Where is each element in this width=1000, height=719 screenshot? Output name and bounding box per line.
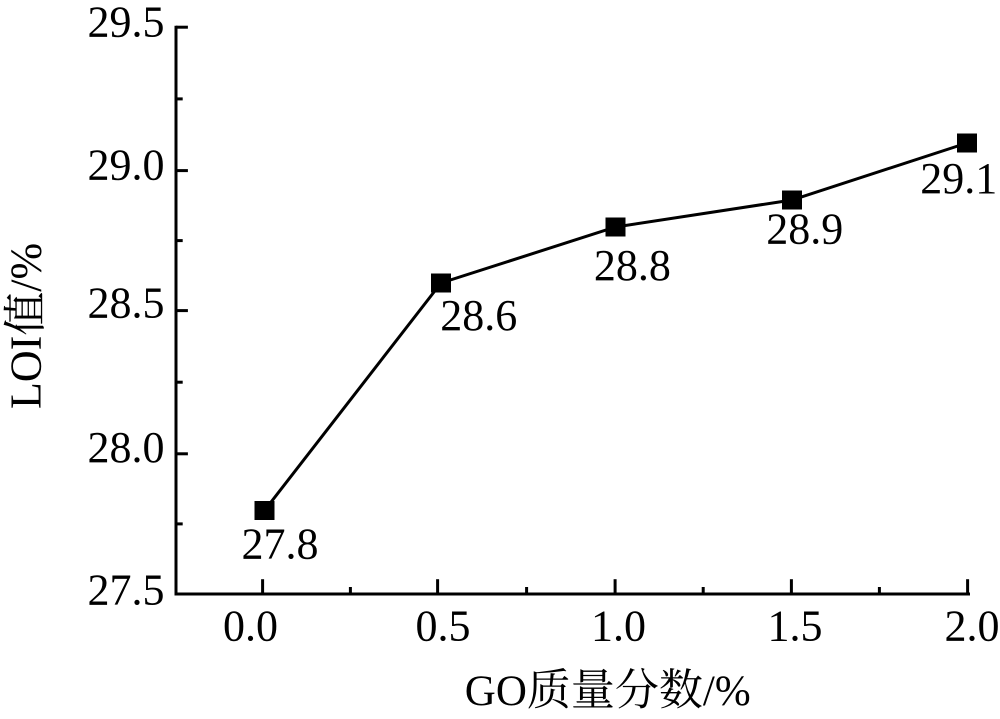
svg-text:/%: /% (703, 668, 751, 715)
svg-text:29.0: 29.0 (88, 140, 165, 189)
svg-text:0.5: 0.5 (416, 602, 471, 651)
svg-text:LOI: LOI (2, 336, 51, 409)
svg-text:/%: /% (2, 243, 51, 292)
svg-text:2.0: 2.0 (945, 602, 1000, 651)
svg-text:27.5: 27.5 (88, 565, 165, 614)
svg-text:GO: GO (465, 668, 527, 715)
svg-text:1.5: 1.5 (768, 602, 823, 651)
svg-text:1.0: 1.0 (591, 602, 646, 651)
svg-text:29.1: 29.1 (920, 154, 997, 203)
svg-text:29.5: 29.5 (88, 0, 165, 46)
svg-text:28.8: 28.8 (594, 241, 671, 290)
svg-text:28.0: 28.0 (88, 423, 165, 472)
svg-text:28.5: 28.5 (88, 279, 165, 328)
svg-text:28.6: 28.6 (440, 291, 517, 340)
svg-text:28.9: 28.9 (766, 204, 843, 253)
svg-text:27.8: 27.8 (242, 520, 319, 569)
svg-text:0.0: 0.0 (223, 602, 278, 651)
